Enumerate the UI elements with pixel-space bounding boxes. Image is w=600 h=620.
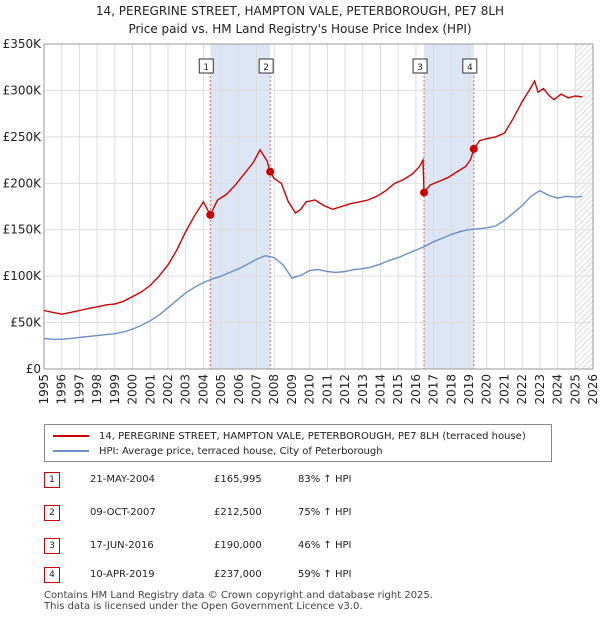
y-tick-label: £0 xyxy=(26,362,41,376)
sale-label-box xyxy=(198,58,214,74)
x-tick-label: 2012 xyxy=(338,374,352,405)
x-tick-label: 1999 xyxy=(108,374,122,405)
sale-price: £237,000 xyxy=(214,569,262,580)
series-line-hpi xyxy=(43,189,583,340)
x-tick-label: 2017 xyxy=(427,374,441,405)
x-tick-label: 2011 xyxy=(320,374,334,405)
x-tick-label: 1996 xyxy=(55,374,69,405)
sale-date: 10-APR-2019 xyxy=(90,569,155,580)
sale-number-badge: 4 xyxy=(44,567,60,583)
sale-label-box xyxy=(412,58,428,74)
sale-point xyxy=(420,188,429,197)
series-line-property xyxy=(43,79,583,315)
x-tick-label: 2013 xyxy=(356,374,370,405)
sale-hpi-change: 59% ↑ HPI xyxy=(298,569,352,580)
x-tick-label: 1995 xyxy=(37,374,51,405)
sale-label-box xyxy=(462,58,478,74)
y-tick-label: £250K xyxy=(3,130,43,144)
sale-price: £165,995 xyxy=(214,474,262,485)
x-tick-label: 2021 xyxy=(497,374,511,405)
sale-hpi-change: 46% ↑ HPI xyxy=(298,540,352,551)
sale-label-number: 3 xyxy=(417,63,423,73)
chart-title: 14, PEREGRINE STREET, HAMPTON VALE, PETE… xyxy=(95,4,505,18)
x-tick-label: 2018 xyxy=(444,374,458,405)
legend-swatch-property xyxy=(53,435,89,437)
y-tick-label: £100K xyxy=(3,269,43,283)
sale-label-number: 4 xyxy=(467,63,473,73)
plot-frame xyxy=(43,43,594,370)
sale-label-box xyxy=(258,58,274,74)
sale-number-badge: 1 xyxy=(44,472,60,488)
x-tick-label: 2006 xyxy=(232,374,246,405)
x-tick-label: 2002 xyxy=(161,374,175,405)
legend-swatch-hpi xyxy=(53,450,89,452)
legend-item-hpi: HPI: Average price, terraced house, City… xyxy=(53,444,383,458)
legend-label-hpi: HPI: Average price, terraced house, City… xyxy=(99,445,383,457)
y-tick-label: £300K xyxy=(3,83,43,97)
future-hatch xyxy=(575,44,593,369)
table-row: 2 09-OCT-2007 £212,500 75% ↑ HPI xyxy=(44,505,464,521)
y-tick-label: £150K xyxy=(3,223,43,237)
footer-copyright: Contains HM Land Registry data © Crown c… xyxy=(44,590,433,601)
x-tick-label: 2009 xyxy=(285,374,299,405)
table-row: 3 17-JUN-2016 £190,000 46% ↑ HPI xyxy=(44,538,464,554)
x-tick-label: 2019 xyxy=(462,374,476,405)
sale-label-number: 1 xyxy=(203,63,209,73)
x-tick-label: 2023 xyxy=(533,374,547,405)
legend-item-property: 14, PEREGRINE STREET, HAMPTON VALE, PETE… xyxy=(53,429,526,443)
x-tick-label: 2015 xyxy=(391,374,405,405)
x-tick-label: 2007 xyxy=(250,374,264,405)
sale-hpi-change: 83% ↑ HPI xyxy=(298,474,352,485)
footer-licence: This data is licensed under the Open Gov… xyxy=(44,601,363,612)
sale-date: 17-JUN-2016 xyxy=(90,540,154,551)
table-row: 4 10-APR-2019 £237,000 59% ↑ HPI xyxy=(44,567,464,583)
x-tick-label: 2008 xyxy=(267,374,281,405)
x-tick-label: 2024 xyxy=(551,374,565,405)
sale-label-number: 2 xyxy=(263,63,269,73)
y-tick-label: £200K xyxy=(3,176,43,190)
sale-date: 09-OCT-2007 xyxy=(90,507,156,518)
table-row: 1 21-MAY-2004 £165,995 83% ↑ HPI xyxy=(44,472,464,488)
x-tick-label: 2003 xyxy=(179,374,193,405)
price-chart: £0 £50K £100K £150K £200K £250K £300K £350K 1995… xyxy=(3,37,600,405)
x-tick-label: 2026 xyxy=(586,374,600,405)
x-tick-label: 2001 xyxy=(143,374,157,405)
sale-point xyxy=(266,167,275,176)
x-tick-label: 2020 xyxy=(480,374,494,405)
footer: Contains HM Land Registry data © Crown c… xyxy=(44,590,433,612)
shaded-period xyxy=(210,44,271,369)
sale-number-badge: 2 xyxy=(44,505,60,521)
x-tick-label: 2005 xyxy=(214,374,228,405)
sale-date: 21-MAY-2004 xyxy=(90,474,156,485)
y-tick-label: £350K xyxy=(3,37,43,51)
legend-label-property: 14, PEREGRINE STREET, HAMPTON VALE, PETE… xyxy=(99,430,526,442)
x-tick-label: 2004 xyxy=(196,374,210,405)
shaded-period xyxy=(424,44,474,369)
x-tick-label: 2000 xyxy=(126,374,140,405)
sale-price: £212,500 xyxy=(214,507,262,518)
sale-hpi-change: 75% ↑ HPI xyxy=(298,507,352,518)
sale-point xyxy=(206,210,215,219)
x-tick-label: 2010 xyxy=(303,374,317,405)
sale-point xyxy=(469,144,478,153)
sale-price: £190,000 xyxy=(214,540,262,551)
legend: 14, PEREGRINE STREET, HAMPTON VALE, PETE… xyxy=(44,424,552,462)
chart-subtitle: Price paid vs. HM Land Registry's House … xyxy=(128,22,472,36)
x-tick-label: 2025 xyxy=(568,374,582,405)
x-tick-label: 2016 xyxy=(409,374,423,405)
x-tick-label: 1997 xyxy=(72,374,86,405)
x-tick-label: 1998 xyxy=(90,374,104,405)
y-tick-label: £50K xyxy=(10,316,42,330)
sale-number-badge: 3 xyxy=(44,538,60,554)
x-tick-label: 2014 xyxy=(373,374,387,405)
x-tick-label: 2022 xyxy=(515,374,529,405)
